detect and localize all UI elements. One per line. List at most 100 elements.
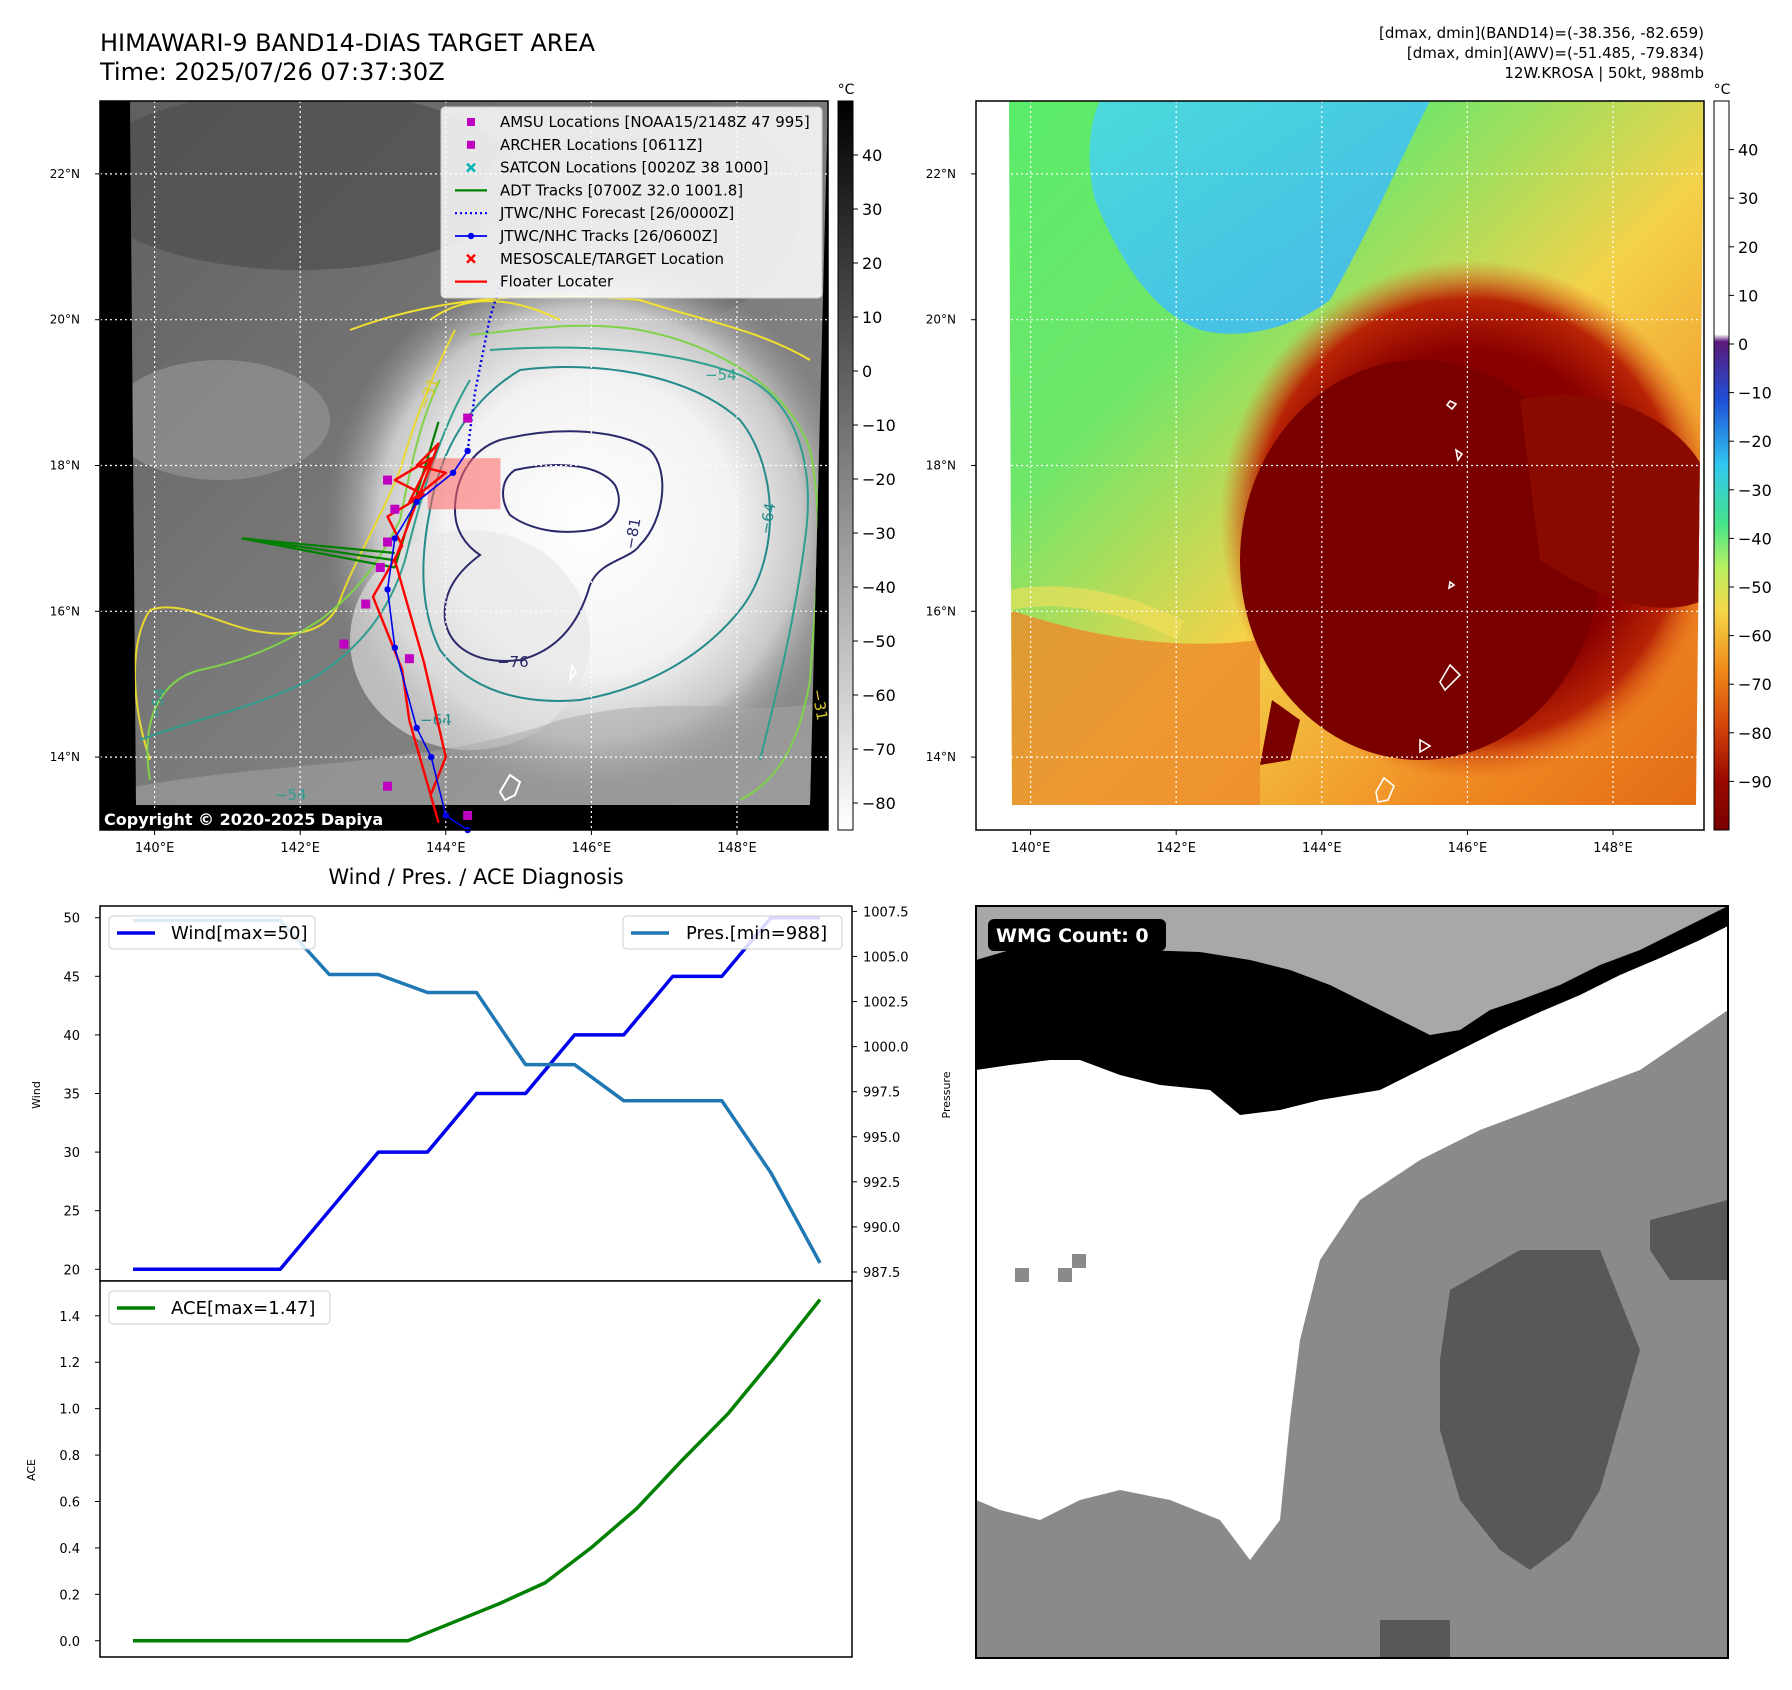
colorbar-tick-label: −20 <box>862 470 896 489</box>
ir-contour-labels: −54 −31 −81 −64 −76 −54 −64 −54 −31 <box>146 366 831 804</box>
colorbar-tick-label: 10 <box>862 308 882 327</box>
colorbar-tick-label: −80 <box>862 794 896 813</box>
lat-tick-label: 22°N <box>926 167 956 181</box>
adt-track <box>241 537 396 569</box>
lon-tick-label: 140°E <box>135 841 175 856</box>
wind-tick-label: 35 <box>63 1088 80 1103</box>
ace-tick-label: 0.2 <box>59 1588 80 1603</box>
lon-tick-label: 148°E <box>1593 841 1633 856</box>
colorbar-tick-label: −10 <box>1738 384 1772 403</box>
pressure-tick-label: 995.0 <box>863 1131 900 1146</box>
colorbar-tick-label: −10 <box>862 416 896 435</box>
jtwc-track-point <box>442 812 449 819</box>
colorbar-tick-label: −90 <box>1738 772 1772 791</box>
wmg-level-black <box>976 906 1728 1115</box>
colorbar-tick-label: −40 <box>862 578 896 597</box>
colorbar-tick-label: 0 <box>862 362 872 381</box>
jtwc-forecast-track <box>466 282 502 452</box>
info-line-2: [dmax, dmin](AWV)=(-51.485, -79.834) <box>1407 44 1704 62</box>
wind-tick-label: 25 <box>63 1205 80 1220</box>
pres-legend-label: Pres.[min=988] <box>686 923 827 944</box>
amsu-location <box>361 599 371 609</box>
pressure-tick-label: 1000.0 <box>863 1041 909 1056</box>
contour-label: −54 <box>275 786 307 804</box>
adt-track <box>241 537 395 555</box>
coastline-island <box>1445 399 1458 411</box>
wmg-heatmap <box>976 906 1728 1658</box>
lon-tick-label: 140°E <box>1011 841 1051 856</box>
wind-tick-label: 45 <box>63 970 80 985</box>
jtwc-track-point <box>413 498 420 506</box>
coastline-island <box>568 662 577 683</box>
archer-location <box>463 810 473 820</box>
awv-axis-ticks: 140°E 142°E 144°E 146°E 148°E 14°N 16°N 18°N 20°… <box>926 167 1633 856</box>
ace-legend: ACE[max=1.47] <box>108 1290 331 1325</box>
contour-label: −64 <box>756 501 779 535</box>
contour-navy-81 <box>502 464 620 533</box>
contour-label: −54 <box>146 686 169 720</box>
coastline-island <box>1447 580 1456 590</box>
lat-tick-label: 20°N <box>50 313 80 327</box>
jtwc-track-point <box>449 469 457 476</box>
amsu-location <box>404 654 414 664</box>
ace-panel: ACE 0.0 0.2 0.4 0.6 0.8 1.0 1.2 1.4 ACE[max=1.4… <box>25 1280 853 1658</box>
legend-marker <box>466 253 476 264</box>
ir-axis-ticks: 140°E 142°E 144°E 146°E 148°E 14°N 16°N 18°N 20°… <box>50 167 757 856</box>
ir-tracks <box>241 282 502 834</box>
lon-tick-label: 142°E <box>1156 841 1196 856</box>
legend-label: Floater Locater <box>500 273 614 291</box>
colorbar-tick-label: 30 <box>1738 189 1758 208</box>
jtwc-track-point <box>384 586 391 593</box>
lat-tick-label: 14°N <box>50 750 80 764</box>
contour-label: −76 <box>497 653 529 671</box>
lat-tick-label: 16°N <box>50 604 80 618</box>
contour-label: −54 <box>705 366 737 384</box>
lat-tick-label: 22°N <box>50 167 80 181</box>
legend-marker <box>467 232 475 240</box>
legend-label: ARCHER Locations [0611Z] <box>500 136 703 154</box>
legend-label: MESOSCALE/TARGET Location <box>500 250 724 268</box>
wmg-level-dark-gray <box>1380 1620 1450 1658</box>
ace-legend-box <box>108 1290 331 1325</box>
wmg-level-gray <box>1058 1268 1072 1282</box>
lon-tick-label: 144°E <box>426 841 466 856</box>
contour-label: −31 <box>808 688 831 722</box>
legend-label: SATCON Locations [0020Z 38 1000] <box>500 159 768 177</box>
pressure-tick-label: 990.0 <box>863 1221 900 1236</box>
ace-tick-label: 0.8 <box>59 1449 80 1464</box>
ace-tick-label: 1.4 <box>59 1310 80 1325</box>
lat-tick-label: 16°N <box>926 604 956 618</box>
colorbar-tick-label: −50 <box>862 632 896 651</box>
pressure-tick-label: 1002.5 <box>863 996 909 1011</box>
legend-label: ADT Tracks [0700Z 32.0 1001.8] <box>500 181 743 199</box>
colorbar-tick-label: 40 <box>1738 141 1758 160</box>
awv-gridlines <box>976 101 1704 830</box>
wind-pres-ticks: 20 25 30 35 40 45 50 987.5 990.0 992.5 995.0 997.5 1… <box>63 905 908 1281</box>
lon-tick-label: 146°E <box>572 841 612 856</box>
pres-legend: Pres.[min=988] <box>622 915 843 950</box>
colorbar-tick-label: 40 <box>862 146 882 165</box>
amsu-location <box>339 639 349 649</box>
lat-tick-label: 18°N <box>50 459 80 473</box>
colorbar-tick-label: −70 <box>862 740 896 759</box>
coastline-guam <box>498 773 522 802</box>
wmg-label-box <box>988 919 1166 951</box>
jtwc-track <box>386 450 469 831</box>
lat-tick-label: 20°N <box>926 313 956 327</box>
floater-locater-track <box>371 442 447 824</box>
colorbar-tick-label: −60 <box>1738 627 1772 646</box>
ir-legend: AMSU Locations [NOAA15/2148Z 47 995] ARCH… <box>440 106 823 299</box>
ir-colorbar: °C 40 30 20 10 0 −10 −20 −30 −40 −50 −60 −70 −80 <box>837 82 896 831</box>
jtwc-track-point <box>464 447 471 455</box>
wind-legend-label: Wind[max=50] <box>171 923 308 944</box>
ace-ticks: 0.0 0.2 0.4 0.6 0.8 1.0 1.2 1.4 <box>59 1310 100 1650</box>
contour-navy-76 <box>443 430 664 662</box>
legend-entries: AMSU Locations [NOAA15/2148Z 47 995] ARCH… <box>455 113 810 291</box>
colorbar-tick-label: −30 <box>1738 481 1772 500</box>
wmg-count-label: WMG Count: 0 <box>996 925 1149 947</box>
amsu-location <box>383 475 393 485</box>
ace-tick-label: 0.4 <box>59 1542 80 1557</box>
ace-axis-label: ACE <box>25 1459 38 1481</box>
colorbar-tick-label: −60 <box>862 686 896 705</box>
